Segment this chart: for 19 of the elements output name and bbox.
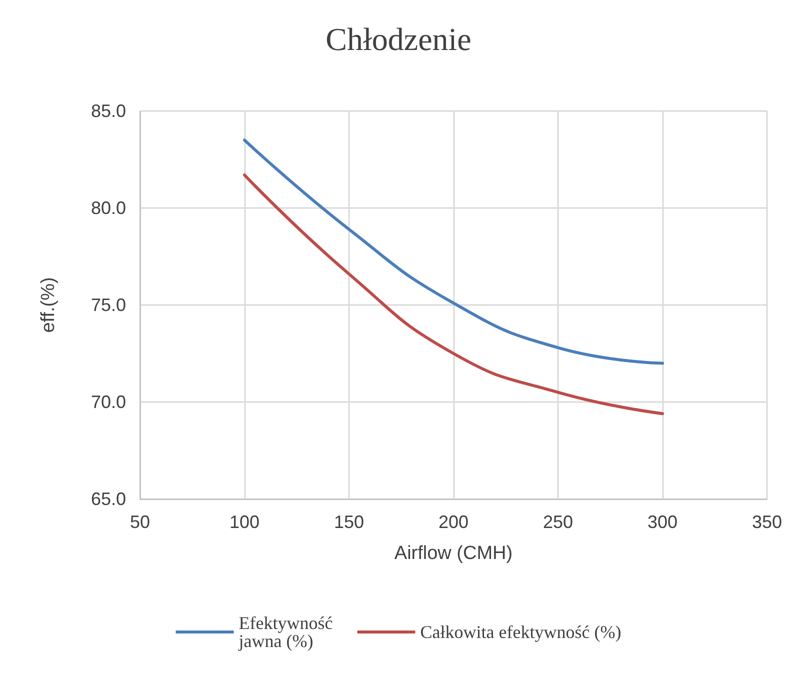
x-tick-label: 150 — [334, 512, 364, 532]
x-tick-label: 350 — [752, 512, 782, 532]
legend-label: Całkowita efektywność (%) — [420, 622, 622, 642]
x-tick-label: 250 — [542, 512, 574, 532]
line-series — [243, 174, 664, 416]
line-series — [243, 138, 664, 365]
y-tick-label: 65.0 — [90, 489, 126, 509]
y-tick-label: 85.0 — [90, 101, 126, 121]
x-tick-label: 50 — [130, 512, 150, 532]
chart-title: Chłodzenie — [326, 21, 472, 57]
y-tick-label: 70.0 — [90, 392, 126, 412]
x-axis-title: Airflow (CMH) — [394, 543, 513, 564]
legend-label: Efektywność jawna (%) — [238, 613, 338, 651]
y-axis-title: eff.(%) — [38, 277, 59, 333]
x-tick-label: 300 — [647, 512, 678, 532]
x-tick-label: 100 — [229, 512, 260, 532]
x-tick-label: 200 — [438, 512, 469, 532]
y-tick-label: 80.0 — [90, 198, 126, 218]
y-tick-label: 75.0 — [90, 295, 126, 315]
